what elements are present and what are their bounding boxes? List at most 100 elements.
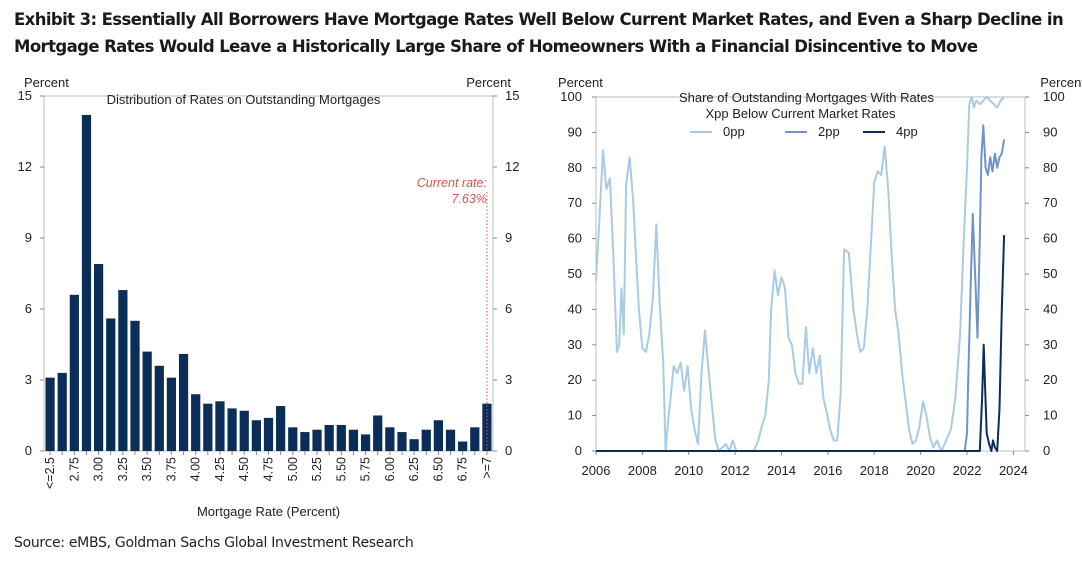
y-tick-label-left: 20 [568, 372, 582, 387]
y-tick-label-left: 100 [560, 89, 582, 104]
y-tick-label-left: 90 [568, 124, 582, 139]
x-tick-label: 2016 [813, 463, 842, 478]
x-tick-label: 4.00 [189, 457, 203, 481]
x-tick-label: 5.75 [359, 457, 373, 481]
y-tick-label-left: 6 [25, 301, 32, 316]
bar [154, 365, 164, 451]
y-axis-label-right: Percent [1040, 75, 1082, 90]
y-tick-label-right: 15 [505, 88, 519, 103]
y-tick-label-left: 9 [25, 230, 32, 245]
y-tick-label-right: 6 [505, 301, 512, 316]
x-tick-label: 5.00 [286, 457, 300, 481]
bar [373, 415, 383, 451]
bar [312, 429, 322, 451]
current-rate-label: Current rate: [417, 176, 487, 190]
plot-frame [595, 96, 1026, 452]
x-tick-label: 6.50 [431, 457, 445, 481]
bar [397, 432, 407, 451]
y-tick-label-left: 50 [568, 266, 582, 281]
y-tick-label-right: 50 [1043, 266, 1057, 281]
bar [458, 441, 468, 451]
y-tick-label-right: 30 [1043, 337, 1057, 352]
bar [45, 377, 55, 451]
bar [106, 318, 116, 451]
x-tick-label: 3.50 [140, 457, 154, 481]
legend-label-4pp: 4pp [896, 124, 918, 139]
x-tick-label: >=7 [480, 457, 494, 479]
chart-title: Distribution of Rates on Outstanding Mor… [107, 92, 381, 107]
bar [69, 294, 79, 451]
x-tick-label: 6.00 [383, 457, 397, 481]
bar [409, 439, 419, 451]
y-tick-label-left: 10 [568, 408, 582, 423]
bar [130, 320, 140, 451]
y-tick-label-left: 60 [568, 231, 582, 246]
y-tick-label-right: 0 [1043, 443, 1050, 458]
x-tick-label: 3.25 [116, 457, 130, 481]
source-note: Source: eMBS, Goldman Sachs Global Inves… [14, 535, 414, 551]
bar [239, 410, 249, 451]
bar [57, 372, 67, 451]
series-line-2pp [596, 124, 1006, 452]
x-tick-label: 4.25 [213, 457, 227, 481]
bar [276, 406, 286, 451]
y-tick-label-left: 80 [568, 160, 582, 175]
y-tick-label-left: 0 [25, 443, 32, 458]
y-axis-label-left: Percent [24, 75, 69, 90]
title-line-1: Exhibit 3: Essentially All Borrowers Hav… [14, 10, 1064, 29]
bar [227, 408, 237, 451]
x-tick-label: 2024 [999, 463, 1028, 478]
x-tick-label: 2.75 [67, 457, 81, 481]
y-axis-label-right: Percent [466, 75, 511, 90]
title-line-2: Mortgage Rates Would Leave a Historicall… [14, 37, 978, 56]
y-tick-label-right: 20 [1043, 372, 1057, 387]
x-tick-label: 2018 [860, 463, 889, 478]
x-tick-label: 6.75 [456, 457, 470, 481]
y-tick-label-right: 80 [1043, 160, 1057, 175]
x-tick-label: 2020 [906, 463, 935, 478]
y-tick-label-left: 30 [568, 337, 582, 352]
current-rate-value: 7.63% [451, 192, 486, 206]
y-tick-label-right: 3 [505, 372, 512, 387]
chart-title-line-1: Share of Outstanding Mortgages With Rate… [679, 90, 935, 105]
bar [178, 353, 189, 451]
series-line-4pp [596, 235, 1006, 452]
y-tick-label-right: 70 [1043, 195, 1057, 210]
x-tick-label: <=2.5 [43, 457, 57, 489]
chart-title-line-2: Xpp Below Current Market Rates [705, 106, 896, 121]
legend-label-0pp: 0pp [723, 124, 745, 139]
bar [348, 429, 359, 451]
x-tick-label: 4.50 [237, 457, 251, 481]
x-tick-label: 6.25 [407, 457, 421, 481]
legend-label-2pp: 2pp [818, 124, 840, 139]
bar [215, 401, 225, 451]
bar [470, 427, 480, 451]
x-tick-label: 5.25 [310, 457, 324, 481]
bar [166, 377, 177, 451]
y-tick-label-right: 0 [505, 443, 512, 458]
bar [324, 424, 334, 451]
bar [203, 403, 213, 451]
y-tick-label-right: 100 [1043, 89, 1065, 104]
y-tick-label-left: 12 [18, 159, 32, 174]
x-tick-label: 2012 [721, 463, 750, 478]
bar [421, 429, 431, 451]
rate-distribution-chart: Percent Percent 0 0 3 3 6 6 9 9 12 12 15 15 Distributi… [18, 75, 520, 519]
bar [385, 427, 395, 451]
x-tick-label: 2014 [767, 463, 796, 478]
x-axis-label: Mortgage Rate (Percent) [197, 504, 340, 519]
y-tick-label-left: 70 [568, 195, 582, 210]
bar [433, 420, 444, 451]
y-axis-label-left: Percent [558, 75, 603, 90]
bar [93, 264, 104, 451]
y-tick-label-right: 40 [1043, 301, 1057, 316]
bar [251, 420, 261, 451]
y-tick-label-left: 15 [18, 88, 32, 103]
x-tick-label: 2010 [674, 463, 703, 478]
bar [142, 351, 152, 451]
y-tick-label-right: 60 [1043, 231, 1057, 246]
bar [360, 434, 371, 451]
y-tick-label-right: 10 [1043, 408, 1057, 423]
x-tick-label: 2022 [953, 463, 982, 478]
